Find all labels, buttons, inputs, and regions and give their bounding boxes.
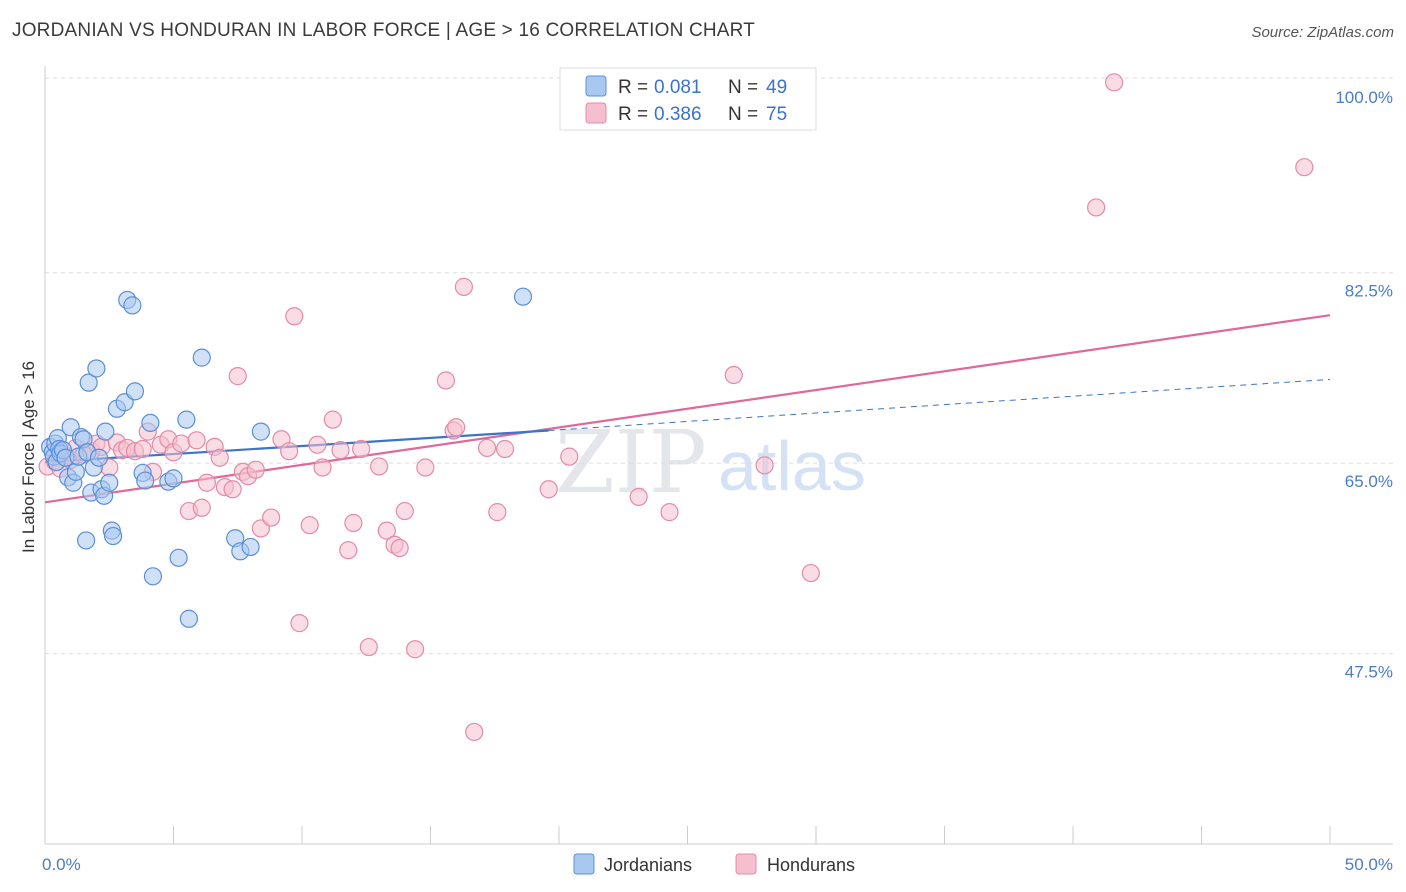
bottom-legend-swatch-honduran (735, 853, 757, 875)
honduran-point-71 (1087, 198, 1106, 217)
honduran-point-33 (246, 460, 265, 479)
honduran-point-42 (313, 458, 332, 477)
honduran-point-70 (801, 563, 820, 583)
honduran-point-44 (331, 441, 350, 460)
jordanian-point-36 (136, 471, 155, 490)
legend-jordanian-n-label: N = (728, 77, 758, 98)
honduran-point-67 (660, 503, 679, 522)
honduran-point-29 (223, 480, 242, 499)
y-axis-label: In Labor Force | Age > 16 (19, 361, 38, 553)
honduran-point-46 (344, 513, 363, 533)
jordanian-trend-extension (548, 378, 1331, 432)
jordanian-point-41 (169, 548, 188, 567)
legend-jordanian-n-value: 49 (766, 77, 787, 98)
legend-jordanian-r-label: R = (618, 77, 648, 98)
legend-swatch-jordanian (585, 75, 607, 97)
legend-honduran-r-label: R = (618, 104, 648, 125)
jordanian-point-13 (66, 462, 85, 481)
honduran-point-62 (488, 503, 507, 522)
jordanian-point-37 (141, 413, 160, 433)
honduran-point-15 (133, 439, 152, 459)
honduran-point-47 (352, 439, 371, 459)
honduran-point-45 (339, 541, 358, 560)
honduran-point-21 (172, 434, 191, 453)
y-tick-labels: 100.0% 82.5% 65.0% 47.5% (1335, 88, 1393, 682)
bottom-legend: Jordanians Hondurans (573, 853, 855, 875)
jordanian-point-49 (513, 287, 533, 306)
jordanian-point-22 (87, 359, 106, 378)
jordanian-point-19 (79, 373, 98, 392)
x-tick-label-1: 50.0% (1345, 855, 1393, 874)
jordanian-point-29 (104, 526, 123, 546)
honduran-point-40 (300, 516, 319, 535)
honduran-point-41 (308, 435, 327, 454)
jordanian-point-34 (125, 382, 145, 401)
chart-source: Source: ZipAtlas.com (1251, 24, 1394, 41)
honduran-point-56 (436, 371, 456, 390)
honduran-point-60 (465, 722, 484, 742)
watermark-atlas: atlas (718, 427, 866, 505)
jordanian-point-48 (251, 422, 270, 441)
jordanian-point-23 (89, 448, 109, 467)
honduran-point-65 (560, 447, 579, 466)
honduran-point-37 (280, 442, 299, 461)
x-tick-labels: 0.0% 50.0% (42, 855, 1393, 874)
legend-honduran-n-label: N = (728, 104, 758, 125)
jordanian-point-47 (241, 537, 260, 557)
honduran-point-64 (539, 480, 558, 499)
jordanian-point-40 (164, 469, 183, 488)
honduran-point-27 (210, 448, 229, 467)
honduran-point-52 (390, 538, 409, 558)
jordanian-points (41, 287, 533, 628)
honduran-point-49 (370, 457, 389, 476)
honduran-point-54 (405, 640, 425, 659)
jordanian-point-42 (179, 609, 199, 628)
honduran-point-55 (416, 458, 435, 477)
honduran-point-35 (262, 508, 281, 527)
bottom-legend-swatch-jordanian (573, 853, 595, 875)
honduran-points (38, 73, 1314, 742)
honduran-point-66 (629, 487, 648, 506)
y-tick-label-1: 82.5% (1345, 282, 1393, 301)
jordanian-point-27 (100, 473, 119, 492)
jordanian-point-26 (96, 422, 115, 441)
honduran-point-59 (454, 277, 474, 296)
y-tick-label-2: 65.0% (1345, 472, 1393, 491)
top-legend: R = 0.081 N = 49 R = 0.386 N = 75 (559, 67, 817, 131)
jordanian-point-33 (123, 296, 142, 315)
honduran-point-30 (228, 367, 247, 386)
jordanian-point-43 (177, 410, 196, 429)
honduran-point-39 (290, 614, 309, 633)
honduran-point-73 (1295, 158, 1314, 177)
y-gridlines (45, 77, 1395, 655)
honduran-point-53 (395, 501, 414, 521)
honduran-point-50 (377, 521, 396, 540)
y-tick-label-3: 47.5% (1345, 663, 1393, 682)
honduran-point-72 (1105, 73, 1124, 92)
legend-jordanian-r-value: 0.081 (654, 77, 702, 98)
bottom-legend-hondurans: Hondurans (767, 855, 855, 875)
honduran-point-38 (285, 307, 304, 326)
honduran-point-25 (197, 473, 217, 492)
honduran-point-61 (477, 438, 497, 458)
legend-honduran-r-value: 0.386 (654, 104, 702, 125)
honduran-point-58 (447, 418, 466, 437)
chart-title: JORDANIAN VS HONDURAN IN LABOR FORCE | A… (12, 20, 756, 41)
legend-honduran-n-value: 75 (766, 104, 787, 125)
honduran-point-63 (495, 439, 515, 459)
honduran-point-23 (187, 431, 206, 450)
honduran-point-69 (755, 456, 774, 475)
legend-swatch-honduran (585, 102, 607, 124)
y-tick-label-0: 100.0% (1335, 88, 1393, 107)
honduran-point-43 (323, 410, 342, 429)
jordanian-point-38 (143, 567, 163, 586)
honduran-point-24 (192, 498, 211, 517)
x-tick-label-0: 0.0% (42, 855, 81, 874)
honduran-point-68 (724, 365, 743, 385)
jordanian-point-17 (77, 531, 96, 550)
jordanian-point-44 (192, 348, 211, 367)
bottom-legend-jordanians: Jordanians (604, 855, 692, 875)
honduran-point-48 (359, 637, 378, 657)
